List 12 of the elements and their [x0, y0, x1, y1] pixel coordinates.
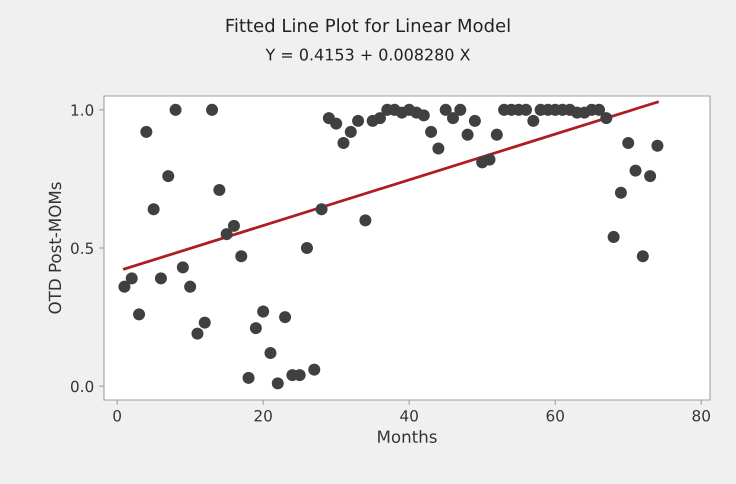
x-tick-label: 20 [254, 410, 272, 422]
chart-title: Fitted Line Plot for Linear Model [226, 18, 510, 32]
x-tick-label: 60 [546, 410, 564, 422]
x-tick-label: 80 [692, 410, 710, 422]
x-tick-label: 40 [400, 410, 418, 422]
y-tick-label: 0.5 [70, 242, 93, 254]
chart-subtitle: Y = 0.4153 + 0.008280 X [265, 48, 470, 61]
y-tick-label: 0.0 [70, 380, 94, 392]
x-tick-label: 0 [113, 410, 121, 422]
y-tick-label: 1.0 [72, 104, 94, 116]
x-axis-title: Months [378, 430, 437, 443]
y-axis-title: OTD Post-MOMs [48, 182, 62, 314]
